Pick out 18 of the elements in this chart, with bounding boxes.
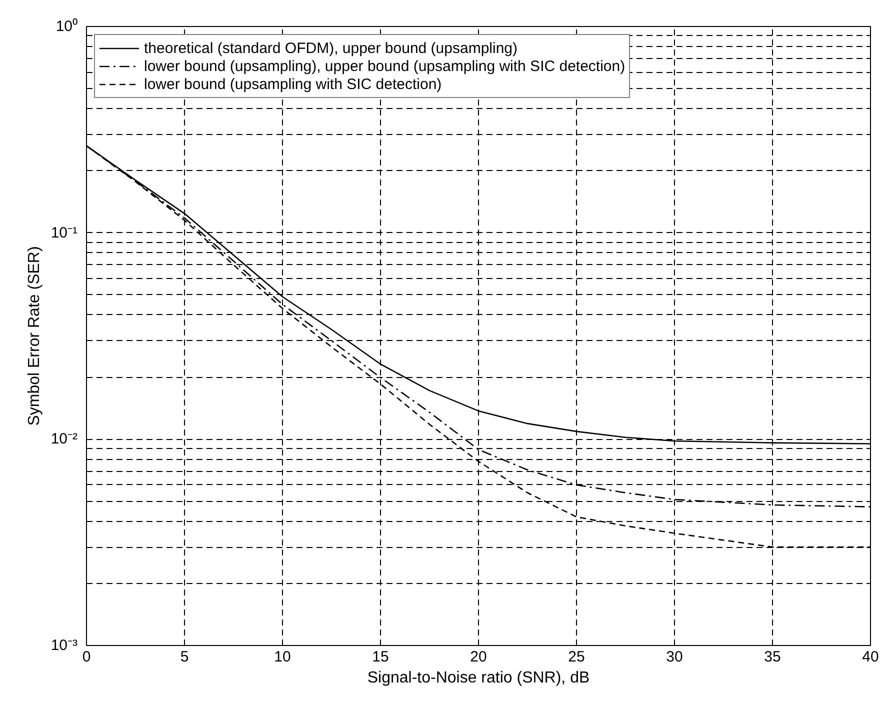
legend-label: lower bound (upsampling), upper bound (upsampling with SIC detection) [144, 57, 626, 75]
x-tick-label: 15 [372, 648, 389, 666]
y-tick-label: 10⁻² [50, 430, 78, 448]
y-tick-label: 10⁰ [56, 18, 78, 35]
x-tick-label: 0 [82, 648, 91, 666]
legend-label: theoretical (standard OFDM), upper bound (upsampling) [144, 39, 518, 57]
x-tick-label: 30 [666, 648, 683, 666]
x-tick-label: 10 [274, 648, 291, 666]
x-axis-title: Signal-to-Noise ratio (SNR), dB [367, 670, 590, 686]
x-tick-label: 40 [862, 648, 879, 666]
y-tick-label: 10⁻³ [50, 637, 78, 654]
x-tick-label: 25 [568, 648, 585, 666]
legend-label: lower bound (upsampling with SIC detection) [144, 75, 442, 93]
x-tick-label: 20 [470, 648, 487, 666]
y-axis-title: Symbol Error Rate (SER) [26, 246, 43, 426]
y-tick-label: 10⁻¹ [50, 224, 78, 242]
x-tick-label: 5 [180, 648, 189, 666]
x-tick-label: 35 [764, 648, 781, 666]
